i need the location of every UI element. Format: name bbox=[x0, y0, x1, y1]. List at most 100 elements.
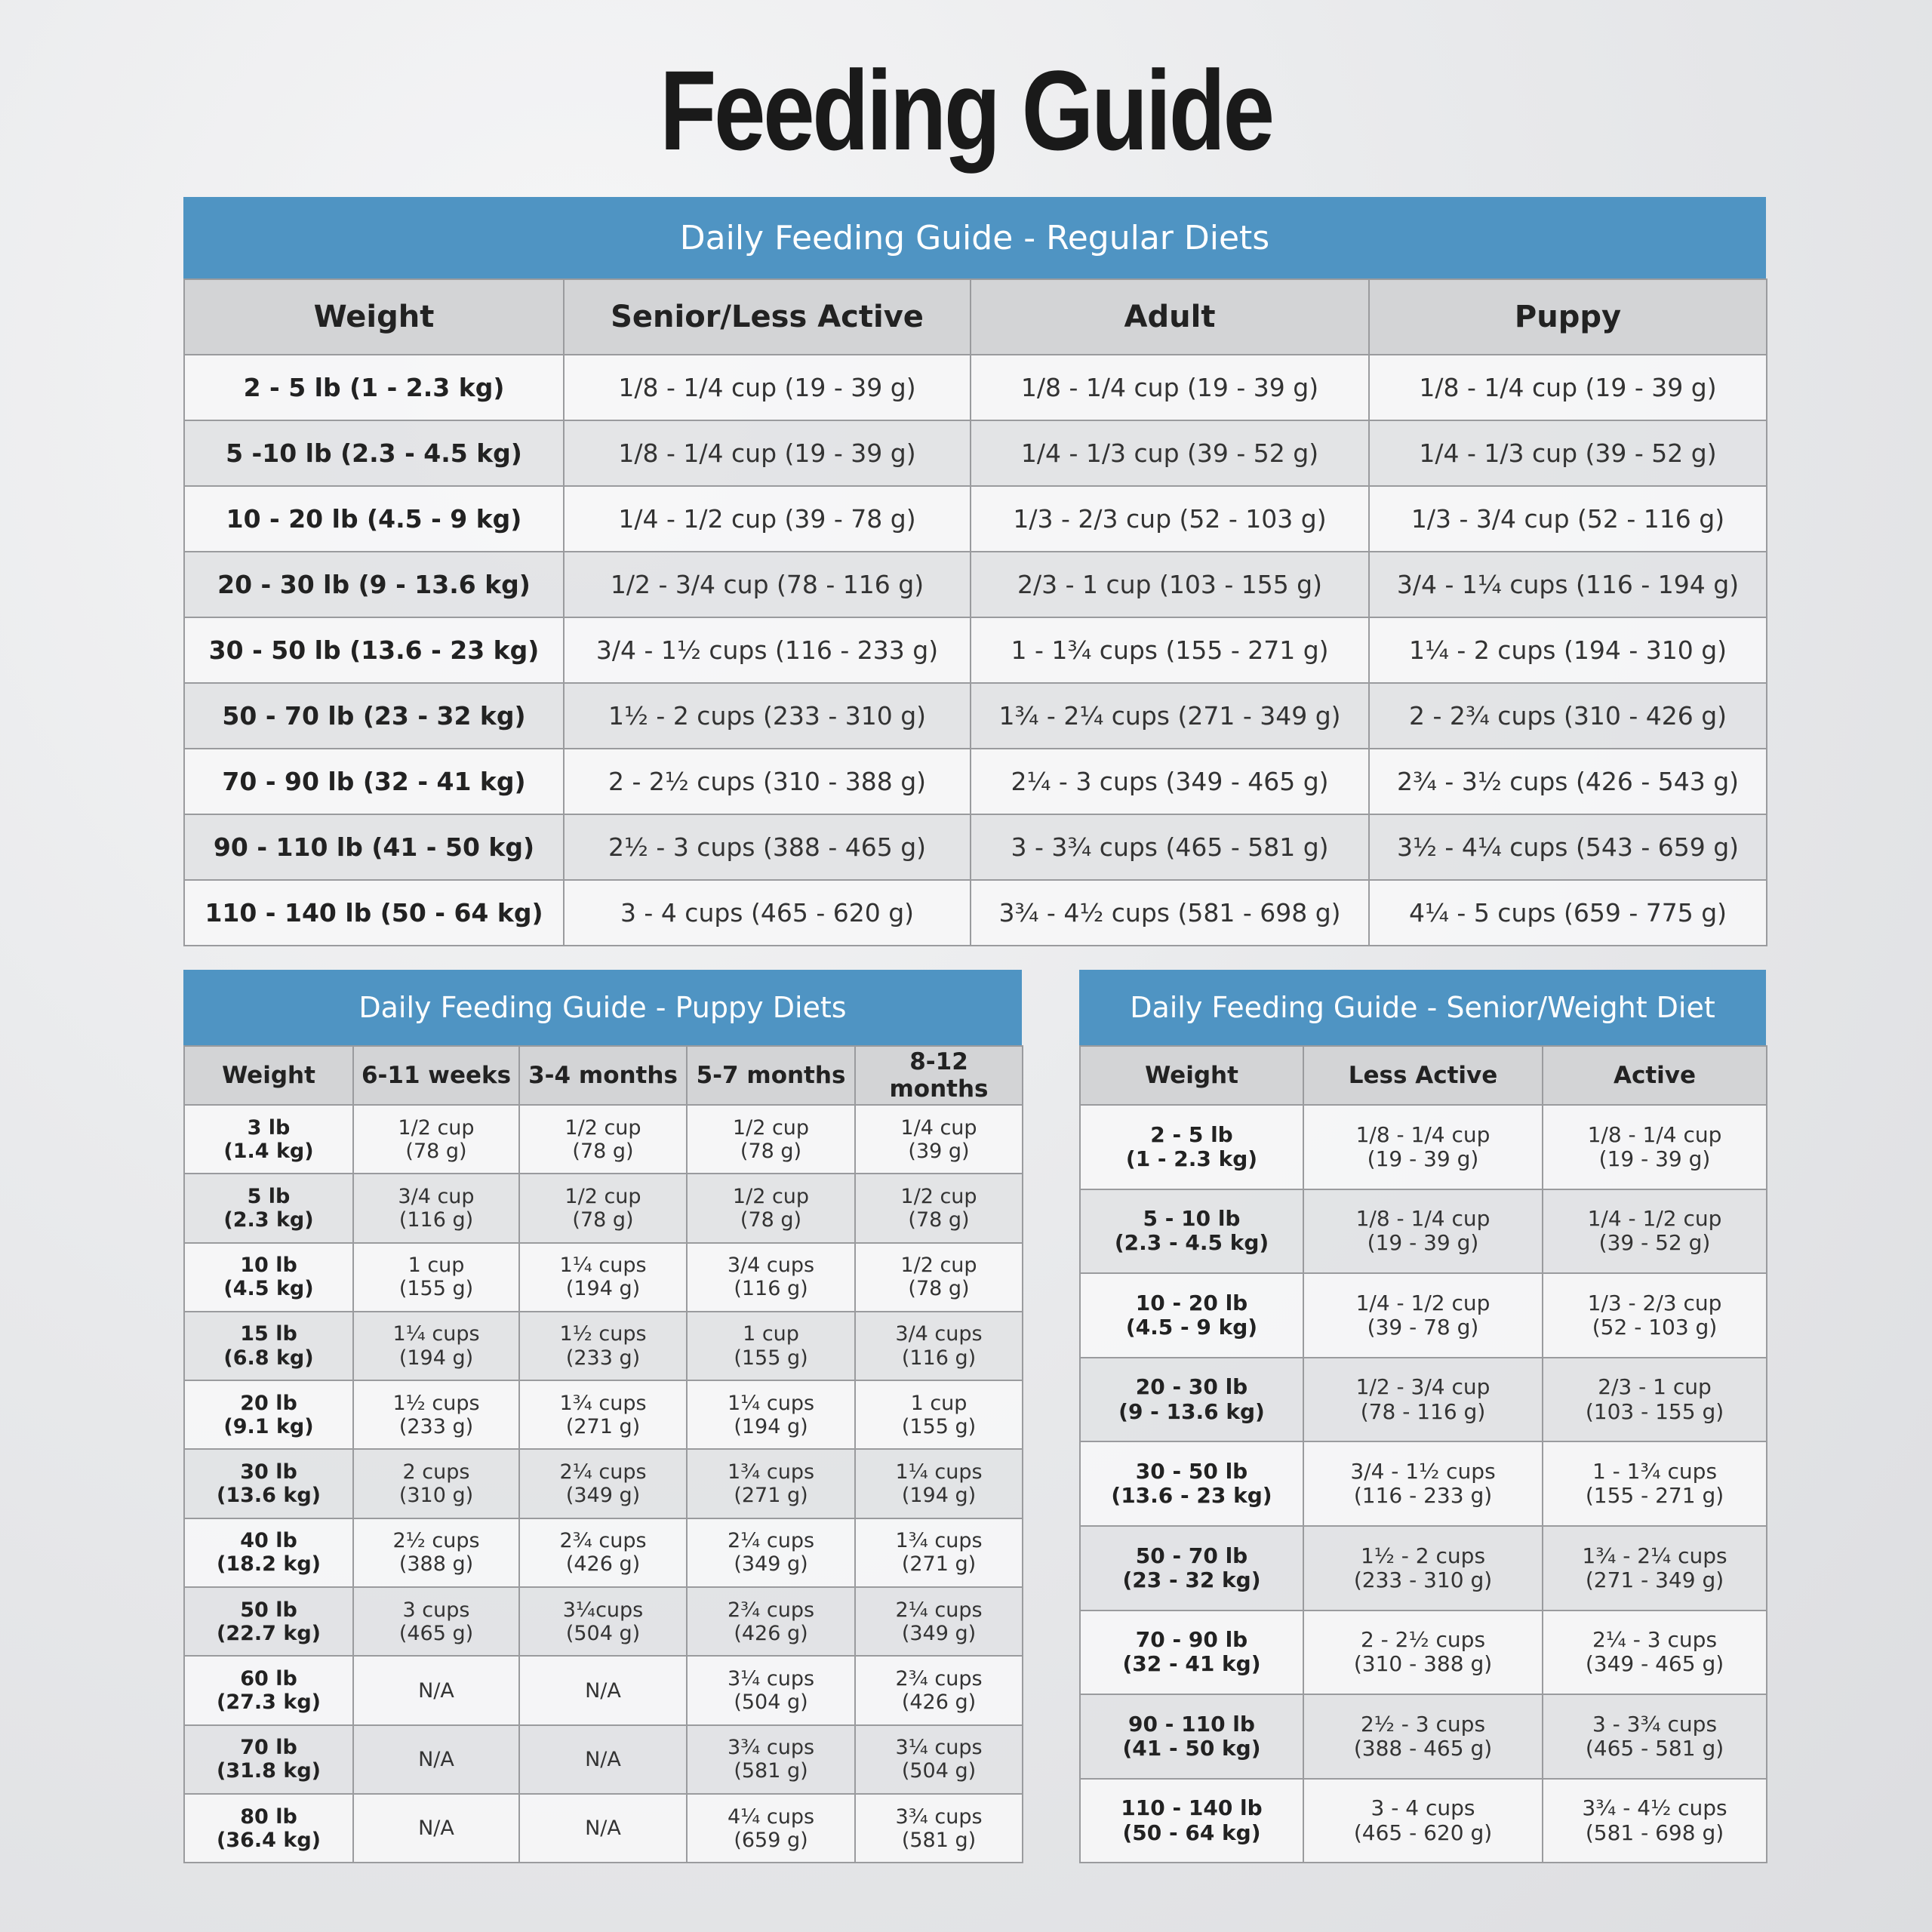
table-row: 5 - 10 lb (2.3 - 4.5 kg) 1/8 - 1/4 cup (1… bbox=[1079, 1188, 1767, 1275]
amount-cell: 3¾ - 4½ cups (581 - 698 g) bbox=[1542, 1777, 1767, 1864]
amount-cell: 3 - 4 cups (465 - 620 g) bbox=[1303, 1777, 1543, 1864]
table-row: 10 - 20 lb (4.5 - 9 kg) 1/4 - 1/2 cup (39… bbox=[183, 485, 1767, 552]
amount-cell: 3 - 3¾ cups (465 - 581 g) bbox=[970, 814, 1370, 881]
amount-cell: 3 cups (465 g) bbox=[352, 1586, 520, 1657]
table-row: 10 - 20 lb (4.5 - 9 kg) 1/4 - 1/2 cup (39… bbox=[1079, 1272, 1767, 1358]
table-row: 20 - 30 lb (9 - 13.6 kg) 1/2 - 3/4 cup (7… bbox=[183, 551, 1767, 618]
amount-cell: 1 cup (155 g) bbox=[854, 1380, 1023, 1451]
table-row: 40 lb (18.2 kg) 2½ cups (388 g) 2¾ cups (4… bbox=[183, 1517, 1023, 1589]
amount-cell: 2/3 - 1 cup (103 - 155 g) bbox=[970, 551, 1370, 618]
table-row: 5 lb (2.3 kg) 3/4 cup (116 g) 1/2 cup (78 … bbox=[183, 1173, 1023, 1244]
amount-cell: 1/3 - 3/4 cup (52 - 116 g) bbox=[1368, 485, 1767, 552]
amount-cell: 1¼ cups (194 g) bbox=[352, 1310, 520, 1382]
header-row: Weight Senior/Less Active Adult Puppy bbox=[183, 278, 1767, 355]
amount-cell: 2¾ cups (426 g) bbox=[854, 1655, 1023, 1726]
amount-cell: 4¼ - 5 cups (659 - 775 g) bbox=[1368, 879, 1767, 946]
weight-cell: 10 lb (4.5 kg) bbox=[183, 1241, 354, 1312]
column-header: 6-11 weeks bbox=[352, 1045, 520, 1106]
weight-cell: 70 - 90 lb (32 - 41 kg) bbox=[183, 748, 565, 815]
header-row: Weight 6-11 weeks 3-4 months 5-7 months 8-12… bbox=[183, 1045, 1023, 1106]
weight-cell: 70 - 90 lb (32 - 41 kg) bbox=[1079, 1609, 1304, 1696]
amount-cell: 4¼ cups (659 g) bbox=[686, 1792, 856, 1864]
amount-cell: 1¼ cups (194 g) bbox=[686, 1380, 856, 1451]
column-header: Weight bbox=[183, 278, 565, 355]
amount-cell: 2 - 2¾ cups (310 - 426 g) bbox=[1368, 682, 1767, 749]
weight-cell: 20 - 30 lb (9 - 13.6 kg) bbox=[183, 551, 565, 618]
weight-cell: 2 - 5 lb (1 - 2.3 kg) bbox=[1079, 1104, 1304, 1190]
table-row: 70 lb (31.8 kg) N/A N/A 3¾ cups (581 g) 3¼ c… bbox=[183, 1724, 1023, 1795]
table-row: 110 - 140 lb (50 - 64 kg) 3 - 4 cups (465… bbox=[1079, 1777, 1767, 1864]
amount-cell: 1¾ cups (271 g) bbox=[518, 1380, 688, 1451]
amount-cell: 1/2 cup (78 g) bbox=[854, 1173, 1023, 1244]
amount-cell: 2½ cups (388 g) bbox=[352, 1517, 520, 1589]
amount-cell: 1¼ cups (194 g) bbox=[854, 1448, 1023, 1519]
weight-cell: 5 -10 lb (2.3 - 4.5 kg) bbox=[183, 420, 565, 487]
weight-cell: 90 - 110 lb (41 - 50 kg) bbox=[183, 814, 565, 881]
amount-cell: 1/2 cup (78 g) bbox=[518, 1103, 688, 1175]
amount-cell: 1/4 - 1/2 cup (39 - 52 g) bbox=[1542, 1188, 1767, 1275]
amount-cell: 3 - 3¾ cups (465 - 581 g) bbox=[1542, 1694, 1767, 1780]
column-header: Weight bbox=[1079, 1045, 1304, 1106]
amount-cell: 3/4 cup (116 g) bbox=[352, 1173, 520, 1244]
weight-cell: 20 lb (9.1 kg) bbox=[183, 1380, 354, 1451]
weight-cell: 80 lb (36.4 kg) bbox=[183, 1792, 354, 1864]
weight-cell: 5 - 10 lb (2.3 - 4.5 kg) bbox=[1079, 1188, 1304, 1275]
senior-table: Daily Feeding Guide - Senior/Weight Diet… bbox=[1079, 970, 1767, 1864]
weight-cell: 30 - 50 lb (13.6 - 23 kg) bbox=[183, 617, 565, 684]
amount-cell: 3¼cups (504 g) bbox=[518, 1586, 688, 1657]
amount-cell: 1/2 - 3/4 cup (78 - 116 g) bbox=[563, 551, 971, 618]
amount-cell: 1/8 - 1/4 cup (19 - 39 g) bbox=[563, 420, 971, 487]
table-row: 2 - 5 lb (1 - 2.3 kg) 1/8 - 1/4 cup (19 -… bbox=[183, 354, 1767, 421]
amount-cell: 3/4 - 1¼ cups (116 - 194 g) bbox=[1368, 551, 1767, 618]
table-title: Daily Feeding Guide - Regular Diets bbox=[183, 197, 1766, 278]
amount-cell: 3½ - 4¼ cups (543 - 659 g) bbox=[1368, 814, 1767, 881]
table-row: 50 - 70 lb (23 - 32 kg) 1½ - 2 cups (233 … bbox=[183, 682, 1767, 749]
amount-cell: 1¼ cups (194 g) bbox=[518, 1241, 688, 1312]
table-row: 50 lb (22.7 kg) 3 cups (465 g) 3¼cups (504… bbox=[183, 1586, 1023, 1657]
weight-cell: 70 lb (31.8 kg) bbox=[183, 1724, 354, 1795]
table-title: Daily Feeding Guide - Puppy Diets bbox=[183, 970, 1022, 1045]
amount-cell: 1 - 1¾ cups (155 - 271 g) bbox=[1542, 1441, 1767, 1527]
weight-cell: 110 - 140 lb (50 - 64 kg) bbox=[183, 879, 565, 946]
amount-cell: 1/8 - 1/4 cup (19 - 39 g) bbox=[1303, 1188, 1543, 1275]
amount-cell: 2¼ cups (349 g) bbox=[518, 1448, 688, 1519]
weight-cell: 30 - 50 lb (13.6 - 23 kg) bbox=[1079, 1441, 1304, 1527]
regular-table: Daily Feeding Guide - Regular Diets Weigh… bbox=[183, 197, 1767, 946]
amount-cell: 1/4 - 1/2 cup (39 - 78 g) bbox=[1303, 1272, 1543, 1358]
table-row: 5 -10 lb (2.3 - 4.5 kg) 1/8 - 1/4 cup (19… bbox=[183, 420, 1767, 487]
column-header: 8-12 months bbox=[854, 1045, 1023, 1106]
amount-cell: 3¼ cups (504 g) bbox=[686, 1655, 856, 1726]
column-header: 5-7 months bbox=[686, 1045, 856, 1106]
table-row: 80 lb (36.4 kg) N/A N/A 4¼ cups (659 g) 3¾ c… bbox=[183, 1792, 1023, 1864]
table-row: 110 - 140 lb (50 - 64 kg) 3 - 4 cups (465… bbox=[183, 879, 1767, 946]
table-row: 15 lb (6.8 kg) 1¼ cups (194 g) 1½ cups (23… bbox=[183, 1310, 1023, 1382]
amount-cell: 1/2 cup (78 g) bbox=[686, 1173, 856, 1244]
column-header: 3-4 months bbox=[518, 1045, 688, 1106]
amount-cell: 1¾ cups (271 g) bbox=[686, 1448, 856, 1519]
data-table: Weight 6-11 weeks 3-4 months 5-7 months 8-12… bbox=[183, 1045, 1023, 1864]
amount-cell: N/A bbox=[518, 1792, 688, 1864]
weight-cell: 50 - 70 lb (23 - 32 kg) bbox=[183, 682, 565, 749]
amount-cell: 2¾ cups (426 g) bbox=[518, 1517, 688, 1589]
amount-cell: 1/2 cup (78 g) bbox=[518, 1173, 688, 1244]
amount-cell: 1½ cups (233 g) bbox=[518, 1310, 688, 1382]
puppy-table: Daily Feeding Guide - Puppy Diets Weight 6… bbox=[183, 970, 1023, 1864]
amount-cell: 3¾ cups (581 g) bbox=[854, 1792, 1023, 1864]
weight-cell: 3 lb (1.4 kg) bbox=[183, 1103, 354, 1175]
weight-cell: 60 lb (27.3 kg) bbox=[183, 1655, 354, 1726]
amount-cell: 2¼ cups (349 g) bbox=[854, 1586, 1023, 1657]
table-row: 50 - 70 lb (23 - 32 kg) 1½ - 2 cups (233 … bbox=[1079, 1524, 1767, 1611]
amount-cell: 1¾ cups (271 g) bbox=[854, 1517, 1023, 1589]
amount-cell: 1/2 - 3/4 cup (78 - 116 g) bbox=[1303, 1356, 1543, 1443]
column-header: Less Active bbox=[1303, 1045, 1543, 1106]
amount-cell: 1/4 - 1/3 cup (39 - 52 g) bbox=[970, 420, 1370, 487]
column-header: Puppy bbox=[1368, 278, 1767, 355]
page-title: Feeding Guide bbox=[660, 47, 1275, 174]
amount-cell: 2¼ cups (349 g) bbox=[686, 1517, 856, 1589]
table-row: 70 - 90 lb (32 - 41 kg) 2 - 2½ cups (310 … bbox=[183, 748, 1767, 815]
amount-cell: 1/2 cup (78 g) bbox=[686, 1103, 856, 1175]
amount-cell: 1/8 - 1/4 cup (19 - 39 g) bbox=[1303, 1104, 1543, 1190]
data-table: Weight Senior/Less Active Adult Puppy 2 - 5 … bbox=[183, 278, 1767, 946]
amount-cell: 2¼ - 3 cups (349 - 465 g) bbox=[970, 748, 1370, 815]
